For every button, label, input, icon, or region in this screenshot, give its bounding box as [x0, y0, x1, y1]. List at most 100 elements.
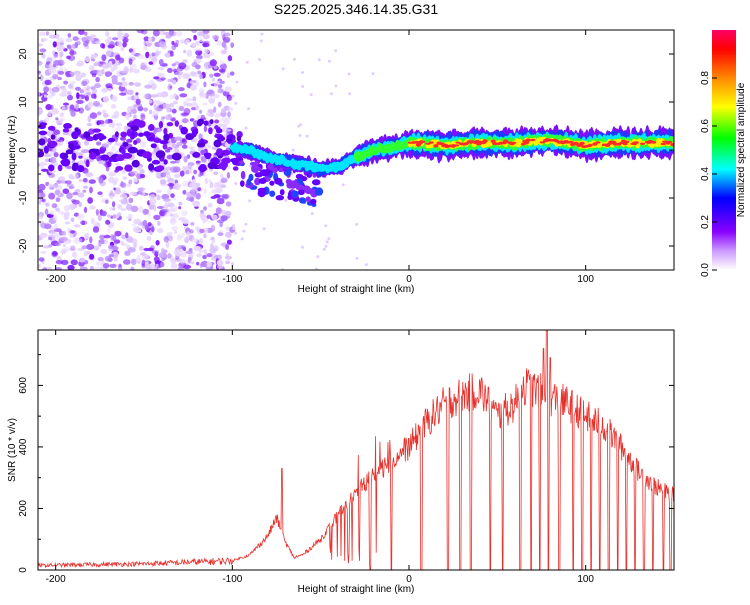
- ridge-blob: [482, 139, 488, 143]
- noise-blob: [39, 74, 44, 81]
- noise-blob: [97, 214, 102, 222]
- noise-blob: [47, 125, 56, 131]
- noise-blob: [142, 219, 148, 227]
- noise-blob: [130, 259, 137, 266]
- noise-blob: [38, 130, 48, 136]
- noise-blob: [43, 266, 47, 270]
- noise-blob: [133, 229, 142, 233]
- noise-blob: [70, 259, 78, 266]
- ridge-blob: [287, 194, 293, 200]
- noise-blob: [219, 80, 225, 84]
- noise-blob: [191, 42, 196, 47]
- noise-blob: [105, 199, 109, 204]
- ridge-blob: [274, 177, 283, 185]
- noise-blob: [86, 122, 92, 127]
- colorbar-tick-label: 0.4: [700, 167, 711, 181]
- noise-blob: [67, 227, 71, 233]
- noise-blob: [48, 192, 56, 200]
- noise-blob: [128, 58, 133, 65]
- noise-blob: [72, 36, 79, 41]
- ridge-blob: [285, 178, 292, 185]
- noise-blob: [55, 260, 64, 265]
- noise-blob: [124, 164, 133, 172]
- ridge-blob: [660, 142, 666, 146]
- spectrogram-ytick-label: -20: [18, 238, 29, 253]
- noise-blob: [108, 176, 115, 184]
- noise-blob: [169, 50, 174, 57]
- noise-blob: [55, 197, 61, 203]
- snr-series-line: [38, 330, 674, 570]
- noise-blob: [70, 217, 75, 222]
- noise-blob: [211, 239, 216, 244]
- noise-blob: [144, 84, 152, 89]
- noise-blob: [192, 151, 201, 158]
- noise-blob: [229, 158, 239, 163]
- noise-blob: [195, 192, 201, 200]
- noise-blob: [291, 148, 295, 152]
- noise-blob: [182, 189, 187, 195]
- noise-blob: [217, 135, 226, 142]
- noise-blob: [186, 196, 194, 201]
- noise-blob: [44, 208, 49, 215]
- noise-blob: [176, 234, 182, 241]
- noise-blob: [68, 50, 77, 56]
- noise-blob: [89, 34, 96, 39]
- noise-blob: [93, 62, 99, 67]
- noise-blob: [203, 249, 207, 254]
- noise-blob: [128, 237, 134, 243]
- noise-blob: [221, 163, 227, 171]
- noise-blob: [197, 118, 205, 125]
- noise-blob: [71, 159, 76, 164]
- noise-blob: [120, 131, 128, 138]
- noise-blob: [223, 119, 231, 125]
- noise-blob: [189, 182, 197, 189]
- noise-blob: [64, 221, 71, 225]
- snr-ticks: -200 -100 0 100 0 200 400 600: [18, 330, 674, 585]
- noise-blob: [42, 37, 48, 42]
- noise-blob: [232, 227, 236, 230]
- noise-blob: [216, 197, 225, 205]
- noise-blob: [181, 210, 188, 217]
- noise-blob: [347, 72, 351, 76]
- noise-blob: [180, 112, 189, 117]
- noise-blob: [206, 261, 212, 268]
- noise-blob: [102, 155, 110, 160]
- noise-blob: [93, 245, 100, 251]
- noise-blob: [78, 238, 83, 244]
- noise-blob: [208, 97, 216, 104]
- noise-blob: [223, 123, 227, 128]
- noise-blob: [178, 206, 182, 210]
- ridge-blob: [258, 178, 267, 184]
- colorbar-tick-label: 0.0: [700, 263, 711, 277]
- noise-blob: [129, 69, 133, 73]
- noise-blob: [194, 40, 200, 46]
- noise-blob: [133, 140, 138, 145]
- snr-marks: [38, 330, 674, 570]
- noise-blob: [146, 40, 153, 47]
- noise-blob: [81, 149, 89, 154]
- spectrogram-ylabel: Frequency (Hz): [7, 116, 18, 185]
- noise-blob: [127, 96, 132, 101]
- noise-blob: [189, 229, 194, 234]
- noise-blob: [69, 233, 74, 238]
- ridge-blob: [469, 140, 475, 143]
- noise-blob: [181, 144, 188, 149]
- noise-blob: [51, 203, 58, 209]
- colorbar-label: Normalized spectral amplitude: [736, 82, 747, 217]
- noise-blob: [98, 123, 106, 128]
- noise-blob: [75, 173, 79, 180]
- noise-blob: [72, 251, 78, 259]
- noise-blob: [206, 214, 212, 219]
- noise-blob: [51, 86, 60, 93]
- noise-blob: [119, 193, 128, 199]
- noise-blob: [101, 54, 107, 62]
- noise-blob: [153, 266, 158, 270]
- noise-blob: [221, 41, 227, 48]
- noise-blob: [88, 37, 95, 42]
- noise-blob: [221, 108, 227, 114]
- noise-blob: [147, 222, 152, 227]
- noise-blob: [198, 88, 205, 94]
- noise-blob: [182, 219, 190, 225]
- noise-blob: [234, 231, 237, 235]
